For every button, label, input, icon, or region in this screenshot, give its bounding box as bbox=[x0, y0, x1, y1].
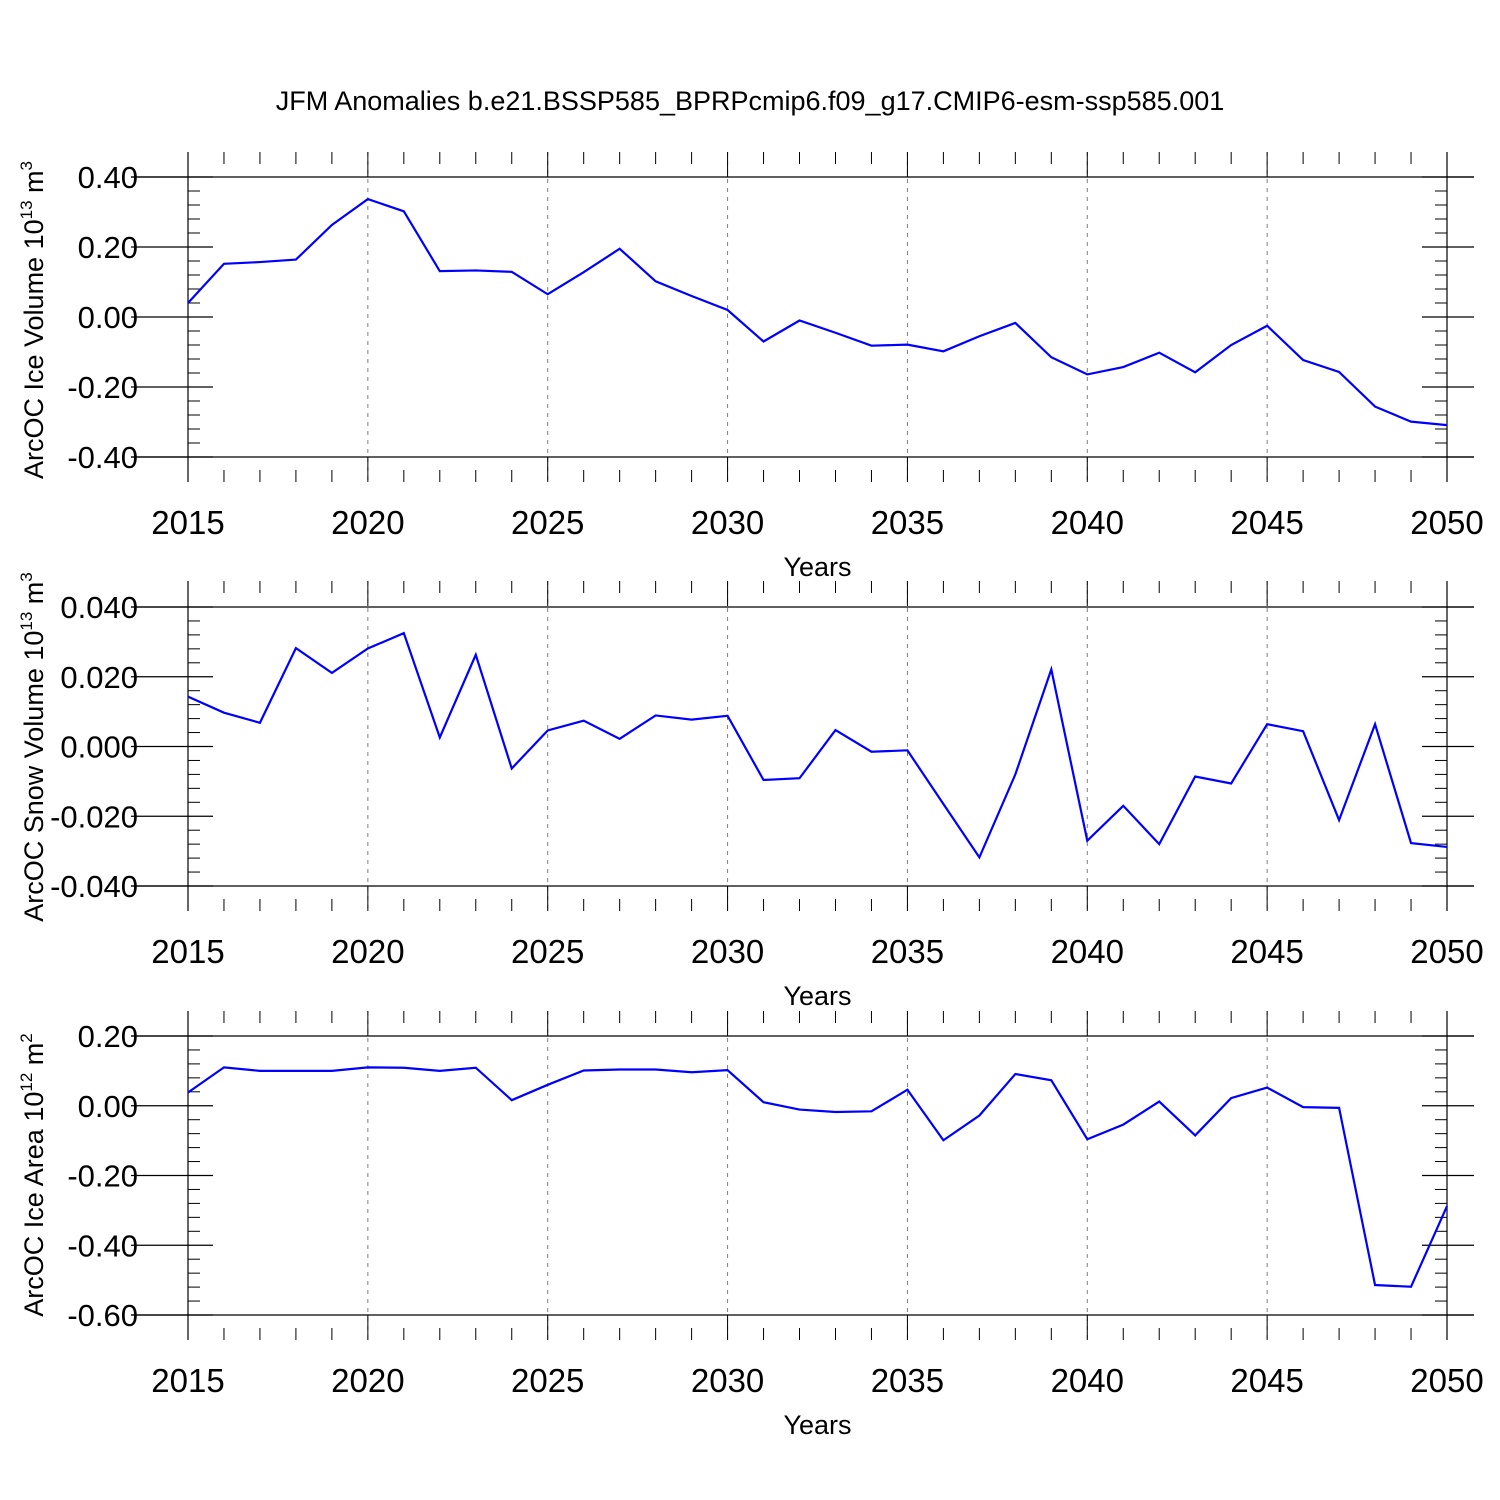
series-line bbox=[187, 197, 1448, 427]
y-tick-label: 0.20 bbox=[78, 230, 138, 265]
y-axis-label-unit: m bbox=[19, 170, 49, 200]
y-axis-label-text: ArcOC Snow Volume 10 bbox=[19, 631, 49, 922]
x-tick-label: 2030 bbox=[691, 504, 764, 541]
x-tick-label: 2015 bbox=[151, 504, 224, 541]
x-tick-label: 2050 bbox=[1410, 933, 1483, 970]
x-tick-label: 2025 bbox=[511, 933, 584, 970]
x-tick-label: 2020 bbox=[331, 1362, 404, 1399]
y-tick-label: 0.040 bbox=[60, 590, 138, 625]
y-tick-label: 0.00 bbox=[78, 300, 138, 335]
x-tick-label: 2035 bbox=[871, 504, 944, 541]
y-tick-label: -0.20 bbox=[67, 370, 138, 405]
y-axis-label-unit: m bbox=[19, 582, 49, 612]
y-axis-label-exponent: 13 bbox=[17, 612, 36, 631]
y-axis-label-text: ArcOC Ice Area 10 bbox=[19, 1092, 49, 1317]
x-tick-label: 2045 bbox=[1230, 1362, 1303, 1399]
y-axis-label: ArcOC Snow Volume 1013 m3 bbox=[17, 572, 49, 922]
y-tick-label: 0.00 bbox=[78, 1089, 138, 1124]
x-axis-label: Years bbox=[783, 1410, 851, 1440]
y-axis-label-unit-exponent: 3 bbox=[17, 572, 36, 581]
x-tick-label: 2035 bbox=[871, 933, 944, 970]
x-tick-label: 2040 bbox=[1051, 1362, 1124, 1399]
y-tick-label: 0.20 bbox=[78, 1019, 138, 1054]
panel-2: 0.040 0.020 0.000 -0.020 -0.040 2015 2020 2025 2… bbox=[17, 572, 1484, 1011]
x-tick-label: 2040 bbox=[1051, 504, 1124, 541]
panel-3: 0.20 0.00 -0.20 -0.40 -0.60 2015 2020 2025 2030 2… bbox=[17, 1011, 1484, 1440]
y-tick-label: 0.020 bbox=[60, 660, 138, 695]
y-tick-label: -0.40 bbox=[67, 440, 138, 475]
panel-1: 0.40 0.20 0.00 -0.20 -0.40 2015 2020 2025 2030 20… bbox=[17, 152, 1484, 582]
y-tick-label: -0.040 bbox=[50, 869, 138, 904]
x-tick-label: 2020 bbox=[331, 933, 404, 970]
y-axis-label-exponent: 12 bbox=[17, 1073, 36, 1092]
series-line bbox=[187, 1066, 1449, 1288]
chart-title: JFM Anomalies b.e21.BSSP585_BPRPcmip6.f0… bbox=[276, 86, 1225, 116]
x-tick-label: 2050 bbox=[1410, 1362, 1483, 1399]
x-tick-label: 2025 bbox=[511, 1362, 584, 1399]
x-tick-label: 2040 bbox=[1051, 933, 1124, 970]
x-axis-label: Years bbox=[783, 981, 851, 1011]
x-tick-label: 2030 bbox=[691, 933, 764, 970]
series-line bbox=[187, 631, 1448, 860]
x-tick-label: 2045 bbox=[1230, 933, 1303, 970]
y-axis-label: ArcOC Ice Volume 1013 m3 bbox=[17, 161, 49, 479]
x-tick-label: 2015 bbox=[151, 933, 224, 970]
x-tick-label: 2015 bbox=[151, 1362, 224, 1399]
y-tick-label: -0.20 bbox=[67, 1159, 138, 1194]
y-tick-label: 0.000 bbox=[60, 730, 138, 765]
y-tick-label: -0.40 bbox=[67, 1228, 138, 1263]
y-axis-label-text: ArcOC Ice Volume 10 bbox=[19, 219, 49, 479]
y-axis-label-unit-exponent: 2 bbox=[17, 1033, 36, 1042]
x-tick-label: 2035 bbox=[871, 1362, 944, 1399]
x-tick-label: 2025 bbox=[511, 504, 584, 541]
y-axis-label-unit-exponent: 3 bbox=[17, 161, 36, 170]
x-tick-label: 2020 bbox=[331, 504, 404, 541]
y-tick-label: 0.40 bbox=[78, 160, 138, 195]
x-tick-label: 2030 bbox=[691, 1362, 764, 1399]
y-axis-label: ArcOC Ice Area 1012 m2 bbox=[17, 1033, 49, 1317]
x-axis-label: Years bbox=[783, 552, 851, 582]
x-tick-label: 2045 bbox=[1230, 504, 1303, 541]
y-axis-label-exponent: 13 bbox=[17, 200, 36, 219]
y-tick-label: -0.60 bbox=[67, 1298, 138, 1333]
y-tick-label: -0.020 bbox=[50, 799, 138, 834]
x-tick-label: 2050 bbox=[1410, 504, 1483, 541]
y-axis-label-unit: m bbox=[19, 1043, 49, 1073]
